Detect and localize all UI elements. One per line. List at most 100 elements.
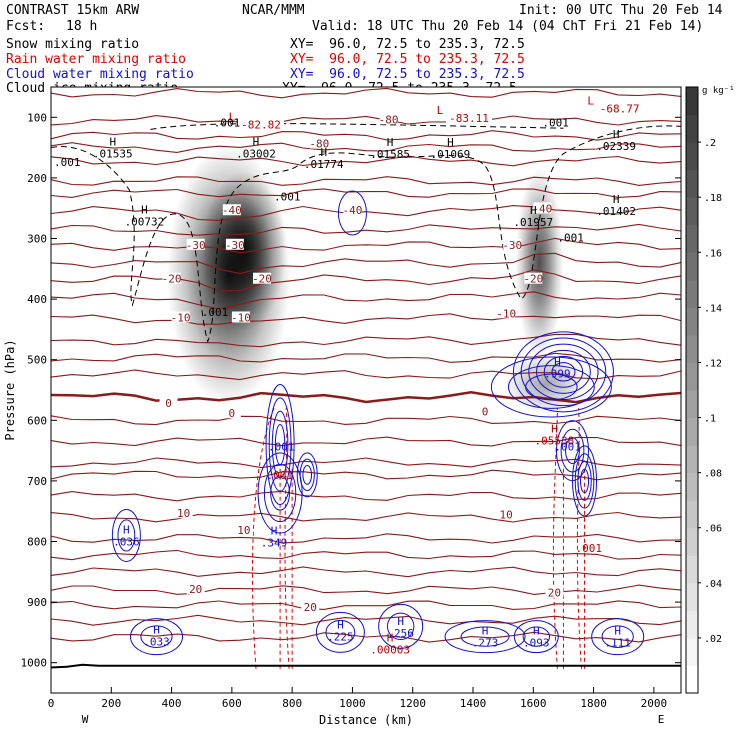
extremum-letter: H	[551, 422, 558, 435]
terrain-line	[50, 663, 681, 669]
cloud-water-contour	[325, 619, 356, 645]
cloud-water-contour	[591, 618, 645, 656]
x-tick-label: 2000	[641, 697, 668, 710]
y-tick-label: 300	[27, 233, 47, 246]
isotherm-label: -30	[502, 239, 522, 252]
isotherm-label-bg	[231, 311, 250, 323]
xy-value: 96.0, 72.5 to 235.3, 72.5	[329, 52, 525, 67]
temperature-isotherm	[50, 490, 682, 502]
extremum-value: .00732	[125, 216, 165, 229]
extremum-value: .111	[604, 637, 631, 650]
cloud-water-contour	[386, 612, 415, 641]
contour-label: .001	[557, 232, 584, 245]
isotherm-label: -30	[186, 239, 206, 252]
contour-label: .001	[554, 441, 581, 454]
isotherm-label-bg	[343, 204, 362, 216]
isotherm-label-bg	[533, 202, 552, 214]
isotherm-label-bg	[174, 507, 193, 519]
plot-frame	[50, 86, 682, 694]
isotherm-label: 10	[237, 524, 250, 537]
extremum-value: .256	[387, 627, 414, 640]
field-rain: Rain water mixing ratio	[6, 52, 187, 67]
extremum-letter: H	[153, 623, 160, 636]
colorbar-segment	[686, 169, 698, 198]
temperature-isotherm	[50, 469, 682, 481]
temperature-isotherm	[50, 352, 682, 363]
cloud-water-contour	[513, 620, 559, 654]
y-tick-label: 500	[27, 354, 47, 367]
cloud-water-contour	[555, 420, 589, 482]
extremum-letter: H	[613, 128, 620, 141]
isotherm-label: -40	[342, 204, 362, 217]
cloud-water-contour	[302, 464, 313, 485]
y-tick-label: 700	[27, 475, 47, 488]
extremum-letter: H	[533, 625, 540, 638]
cloud-water-contour	[296, 452, 318, 498]
org-label: NCAR/MMM	[242, 3, 305, 18]
isotherm-label-bg	[225, 238, 244, 250]
temperature-isotherm	[50, 533, 682, 544]
colorbar-segment	[686, 555, 698, 584]
colorbar-tick-label: .04	[704, 579, 722, 590]
temperature-isotherm	[50, 130, 682, 141]
contour-label: .001	[274, 190, 301, 203]
cloud-water-contour	[444, 620, 526, 654]
colorbar-tick-label: .16	[704, 248, 722, 259]
extremum-letter: L	[437, 104, 444, 117]
isotherm-label-bg	[545, 586, 564, 598]
temperature-isotherm	[50, 584, 682, 595]
extremum-letter: H	[253, 136, 260, 149]
temperature-isotherm	[50, 252, 682, 275]
isotherm-label: -10	[496, 307, 516, 320]
x-tick-label: 800	[282, 697, 302, 710]
extremum-value: .033	[143, 635, 170, 648]
extremum-value: .01069	[431, 148, 471, 161]
extremum-value: -83.11	[449, 112, 489, 125]
fcst-label: Fcst:	[6, 19, 46, 34]
extremum-value: .01535	[93, 148, 133, 161]
temperature-isotherm	[50, 237, 682, 254]
cloud-water-contour	[512, 331, 614, 413]
isotherm-label-bg	[310, 137, 329, 149]
extremum-value: .03002	[236, 148, 276, 161]
xy-prefix: XY=	[290, 67, 314, 82]
x-axis-label: Distance (km)	[319, 713, 413, 727]
cloud-water-contour	[525, 373, 578, 401]
cloud-water-contour	[268, 397, 292, 492]
temperature-isotherm	[50, 436, 682, 447]
colorbar-segment	[686, 610, 698, 639]
cloud-ice-contour-upper	[150, 123, 564, 130]
contour-label: .001	[54, 156, 81, 169]
plot-area	[51, 87, 681, 693]
cloud-ice-contour	[50, 125, 682, 344]
colorbar-segment	[686, 472, 698, 501]
contour-label: .001	[575, 542, 602, 555]
colorbar-segment	[686, 87, 698, 116]
isotherm-label-bg	[186, 238, 205, 250]
cloud-water-contour	[140, 625, 173, 648]
contour-label: .001	[268, 441, 295, 454]
colorbar-tick-label: .2	[704, 138, 716, 149]
temperature-isotherm	[50, 155, 682, 167]
cloud-water-contour	[265, 384, 295, 506]
colorbar-segment	[686, 665, 698, 694]
extremum-value: .01774	[304, 158, 344, 171]
temperature-isotherm	[50, 115, 682, 126]
temperature-isotherm	[50, 600, 682, 610]
extremum-letter: L	[229, 111, 236, 124]
snow-shading-east-low	[505, 353, 586, 414]
xy-rain: XY= 96.0, 72.5 to 235.3, 72.5	[290, 52, 525, 67]
xy-value: 96.0, 72.5 to 235.3, 72.5	[329, 37, 525, 52]
isotherm-label-bg	[301, 601, 320, 613]
temperature-isotherm	[50, 614, 682, 626]
isotherm-label: -10	[231, 311, 251, 324]
extremum-letter: H	[387, 136, 394, 149]
cloud-water-contour	[522, 626, 551, 647]
isotherm-label-bg	[222, 407, 241, 419]
colorbar-frame	[685, 86, 699, 694]
field-cloud-water: Cloud water mixing ratio	[6, 67, 194, 82]
colorbar-tick-label: .02	[704, 634, 722, 645]
isotherm-label-bg	[379, 113, 398, 125]
isotherm-label: 10	[500, 508, 513, 521]
